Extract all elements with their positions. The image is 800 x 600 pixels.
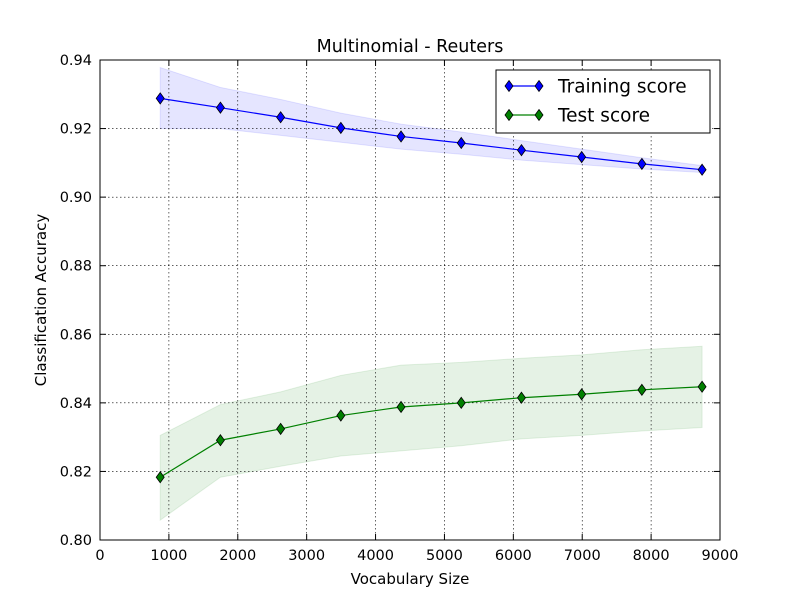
y-tick-label: 0.94 xyxy=(60,53,92,69)
data-point-series-0 xyxy=(637,157,647,171)
data-point-series-0 xyxy=(697,163,707,176)
data-point-series-1 xyxy=(215,434,225,447)
data-point-series-1 xyxy=(697,380,707,393)
data-point-series-0 xyxy=(516,143,526,157)
legend-marker-0 xyxy=(534,79,544,93)
x-axis-label: Vocabulary Size xyxy=(351,570,470,588)
data-point-series-1 xyxy=(637,383,647,397)
data-point-series-1 xyxy=(516,391,526,404)
series-line-1 xyxy=(159,386,703,478)
legend-label-0: Training score xyxy=(557,77,687,98)
x-tick-label: 3000 xyxy=(288,548,325,564)
series-lines xyxy=(159,97,703,478)
legend: Training score Test score xyxy=(495,69,711,134)
data-point-series-0 xyxy=(215,101,225,114)
chart-title: Multinomial - Reuters xyxy=(317,37,504,57)
band-series-1 xyxy=(159,345,703,522)
y-tick-label: 0.86 xyxy=(60,327,92,343)
axis-ticks xyxy=(99,59,721,541)
x-tick-label: 6000 xyxy=(495,548,532,564)
x-tick-label: 9000 xyxy=(702,548,739,564)
x-tick-label: 1000 xyxy=(150,548,187,564)
y-tick-label: 0.84 xyxy=(60,396,92,412)
series-line-0 xyxy=(160,97,703,171)
legend-marker-1 xyxy=(504,108,514,122)
y-tick-label: 0.90 xyxy=(60,190,92,206)
data-point-series-1 xyxy=(155,471,165,484)
data-point-series-1 xyxy=(396,400,406,414)
legend-box xyxy=(495,69,711,134)
legend-label-1: Test score xyxy=(557,106,650,127)
series-markers xyxy=(155,92,707,484)
x-tick-label: 5000 xyxy=(426,548,463,564)
y-tick-label: 0.92 xyxy=(60,122,92,138)
confidence-bands xyxy=(159,66,703,522)
legend-marker-1 xyxy=(534,108,544,122)
x-tick-label: 4000 xyxy=(357,548,394,564)
axis-tick-labels: 0 1000 2000 3000 4000 5000 6000 7000 8000 9000 0.8… xyxy=(60,53,739,564)
data-point-series-1 xyxy=(456,396,466,410)
x-tick-label: 8000 xyxy=(633,548,670,564)
data-point-series-0 xyxy=(456,136,466,150)
data-point-series-0 xyxy=(276,111,286,124)
x-tick-label: 2000 xyxy=(219,548,256,564)
y-tick-label: 0.80 xyxy=(60,533,92,549)
y-axis-label: Classification Accuracy xyxy=(32,214,50,387)
y-tick-label: 0.88 xyxy=(60,259,92,275)
data-point-series-0 xyxy=(396,130,406,143)
legend-marker-0 xyxy=(504,79,514,93)
data-point-series-1 xyxy=(336,409,346,422)
data-point-series-1 xyxy=(276,422,286,436)
plot-frame xyxy=(99,59,721,541)
data-point-series-0 xyxy=(155,92,165,105)
x-tick-label: 0 xyxy=(95,548,104,564)
x-tick-label: 7000 xyxy=(564,548,601,564)
data-point-series-0 xyxy=(336,121,346,135)
y-tick-label: 0.82 xyxy=(60,464,92,480)
data-point-series-0 xyxy=(577,150,587,164)
data-point-series-1 xyxy=(577,388,587,401)
